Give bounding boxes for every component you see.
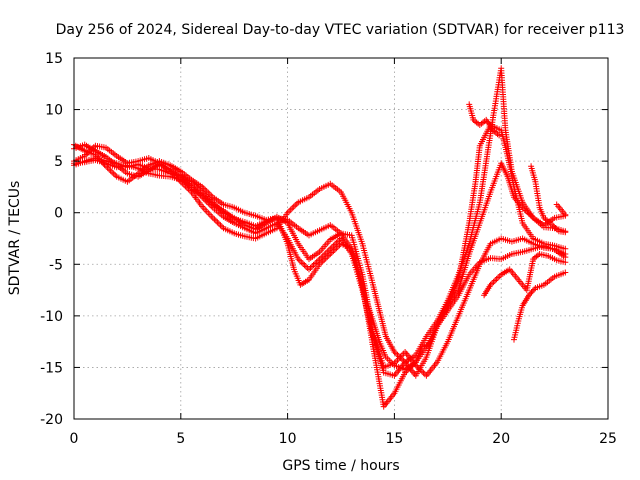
x-tick-label: 20 (492, 431, 510, 447)
chart-title: Day 256 of 2024, Sidereal Day-to-day VTE… (56, 22, 625, 38)
data-series (553, 201, 569, 218)
y-tick-label: 15 (45, 51, 63, 67)
x-tick-label: 5 (176, 431, 185, 447)
plus-markers (466, 101, 503, 139)
y-tick-label: -10 (40, 309, 63, 325)
data-points (71, 65, 569, 410)
y-tick-label: -5 (49, 257, 63, 273)
x-tick-label: 15 (385, 431, 403, 447)
plus-markers (528, 163, 569, 236)
plus-markers (553, 201, 569, 218)
y-tick-label: -20 (40, 412, 63, 428)
plot-frame (73, 57, 609, 420)
y-tick-label: 5 (54, 154, 63, 170)
x-tick-label: 25 (599, 431, 617, 447)
x-tick-labels: 0 5 10 15 20 25 (70, 431, 617, 447)
data-series (511, 269, 569, 343)
data-series (466, 101, 503, 139)
plus-markers (511, 269, 569, 343)
y-axis-label: SDTVAR / TECUs (7, 181, 23, 296)
data-series (481, 251, 569, 299)
y-tick-label: 10 (45, 103, 63, 119)
y-tick-labels: -20 -15 -10 -5 0 5 10 15 (40, 51, 63, 428)
x-tick-label: 0 (70, 431, 79, 447)
axis-ticks (73, 57, 609, 420)
data-series (528, 163, 569, 236)
data-series (71, 65, 569, 379)
x-axis-label: GPS time / hours (282, 458, 399, 474)
y-tick-label: 0 (54, 206, 63, 222)
plus-markers (71, 65, 569, 379)
plus-markers (481, 251, 569, 299)
x-tick-label: 10 (279, 431, 297, 447)
y-tick-label: -15 (40, 360, 63, 376)
